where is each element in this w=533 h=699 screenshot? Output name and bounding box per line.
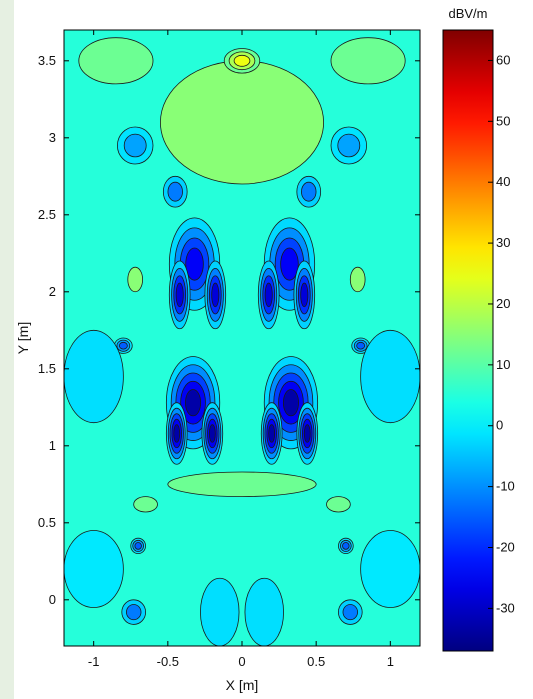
- contour-region: [349, 266, 366, 293]
- contour-region: [264, 282, 273, 308]
- contour-region: [326, 496, 351, 513]
- contour-region: [167, 471, 317, 498]
- x-tick-label: -1: [88, 654, 100, 669]
- contour-fills: [64, 37, 420, 646]
- colorbar-tick-label: 50: [496, 113, 510, 128]
- colorbar-tick-label: -20: [496, 540, 515, 555]
- contour-region: [64, 329, 124, 424]
- y-tick-label: 2: [49, 284, 56, 299]
- colorbar-tick-label: -10: [496, 479, 515, 494]
- contour-region: [78, 37, 154, 85]
- colorbar-label: dBV/m: [448, 6, 487, 21]
- y-axis-label: Y [m]: [15, 322, 31, 354]
- contour-region: [123, 133, 147, 158]
- x-tick-label: 0: [238, 654, 245, 669]
- contour-region: [360, 329, 420, 424]
- contour-region: [330, 37, 406, 85]
- contour-region: [200, 577, 240, 646]
- colorbar-ticks: -30 -20 -10 0 10 20 30 40 50 60: [488, 52, 515, 615]
- contour-region: [337, 133, 361, 158]
- colorbar-tick-label: 40: [496, 174, 510, 189]
- y-tick-label: 1.5: [38, 361, 56, 376]
- x-axis-ticks: -1 -0.5 0 0.5 1: [88, 30, 394, 669]
- contour-region: [185, 389, 202, 417]
- contour-region: [342, 542, 350, 550]
- contour-region: [175, 282, 184, 308]
- y-tick-label: 0.5: [38, 515, 56, 530]
- contour-region: [360, 530, 420, 608]
- contour-region: [127, 266, 143, 293]
- contour-region: [167, 181, 183, 202]
- contour-region: [280, 247, 299, 281]
- contour-region: [159, 60, 324, 185]
- y-axis-ticks: 0 0.5 1 1.5 2 2.5 3 3.5: [38, 53, 420, 607]
- y-tick-label: 3.5: [38, 53, 56, 68]
- contour-region: [126, 604, 142, 621]
- x-tick-label: -0.5: [157, 654, 179, 669]
- y-tick-label: 2.5: [38, 207, 56, 222]
- y-tick-label: 0: [49, 592, 56, 607]
- contour-region: [173, 424, 181, 443]
- colorbar-tick-label: 0: [496, 418, 503, 433]
- contour-region: [134, 542, 142, 550]
- x-tick-label: 1: [387, 654, 394, 669]
- contour-region: [233, 54, 251, 67]
- contour-region: [64, 530, 124, 608]
- colorbar-tick-label: 10: [496, 357, 510, 372]
- x-axis-label: X [m]: [226, 677, 259, 693]
- contour-region: [208, 424, 216, 443]
- contour-region: [356, 341, 366, 350]
- colorbar-tick-label: 30: [496, 235, 510, 250]
- contour-region: [303, 424, 311, 443]
- contour-region: [268, 424, 276, 443]
- colorbar-tick-label: 20: [496, 296, 510, 311]
- contour-region: [133, 496, 158, 513]
- y-tick-label: 1: [49, 438, 56, 453]
- contour-region: [282, 389, 299, 417]
- colorbar-tick-label: 60: [496, 52, 510, 67]
- x-tick-label: 0.5: [307, 654, 325, 669]
- contour-region: [342, 604, 358, 621]
- contour-region: [244, 577, 284, 646]
- contour-region: [185, 247, 204, 281]
- contour-region: [301, 181, 317, 202]
- contour-region: [118, 341, 128, 350]
- colorbar-tick-label: -30: [496, 600, 515, 615]
- colorbar: [442, 29, 494, 652]
- contour-region: [300, 282, 309, 308]
- y-tick-label: 3: [49, 130, 56, 145]
- contour-region: [211, 282, 220, 308]
- left-margin-strip: [0, 0, 14, 699]
